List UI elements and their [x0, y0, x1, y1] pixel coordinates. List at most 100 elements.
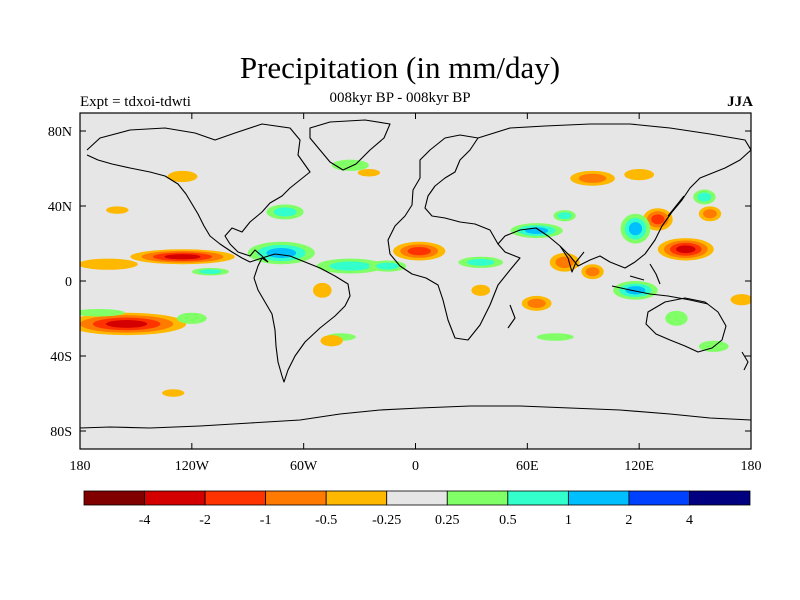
tropical-pacific-wet-level-1	[199, 269, 222, 274]
east-africa-wet	[458, 256, 504, 268]
map-background	[80, 113, 751, 449]
lat-tick-label: 80S	[50, 425, 72, 440]
colorbar-swatch	[628, 490, 690, 506]
tibet-wet-level-1	[557, 212, 572, 220]
central-africa-south-dry-level-0	[471, 284, 491, 296]
kuroshio-dry-level-1	[703, 209, 717, 219]
northwest-pacific-wet	[693, 189, 716, 205]
south-pacific-dry	[80, 312, 187, 336]
experiment-label: Expt = tdxoi-tdwti	[80, 94, 191, 110]
west-africa-dry-level-2	[407, 246, 431, 256]
south-america-east-dry	[320, 335, 343, 347]
northwest-pacific-wet-level-1	[697, 192, 712, 202]
greenland-wet-level-0	[331, 159, 369, 171]
bay-of-bengal-dry	[581, 264, 604, 280]
south-pacific-wet-edge-level-0	[80, 309, 125, 317]
kuroshio-dry	[698, 206, 722, 222]
greenland-wet	[331, 159, 369, 171]
northern-asia-dry	[570, 170, 615, 186]
australia-east-wet	[665, 310, 688, 326]
lat-tick-label: 0	[65, 275, 72, 290]
siberia-dry	[624, 169, 655, 181]
pacific-dry-north-level-0	[106, 206, 129, 214]
colorbar-swatch	[144, 490, 206, 506]
central-pacific-dry-band	[80, 258, 138, 270]
antarctica-coast	[80, 405, 751, 429]
maritime-continent-coast	[611, 263, 709, 305]
south-pacific-wet-edge	[80, 309, 125, 317]
alaska-dry	[167, 170, 198, 183]
alaska-dry-level-0	[167, 170, 198, 183]
europe-africa-coast	[387, 134, 521, 341]
australia-coast	[645, 297, 727, 353]
axis-ticks: 180 120W 60W 0 60E 120E 180 80N 40N 0 40S 80S	[48, 113, 762, 474]
lon-tick-label: 60E	[516, 459, 539, 474]
west-pacific-south-dry	[730, 294, 751, 306]
lon-tick-label: 120W	[175, 459, 210, 474]
indian-ocean-south-dry	[521, 295, 552, 311]
india-dry	[549, 253, 580, 272]
colorbar-label: -1	[260, 513, 272, 528]
atlantic-itcz-wet-level-1	[329, 261, 371, 271]
colorbar-swatch	[507, 490, 569, 506]
australia-east-wet-level-0	[665, 310, 688, 326]
colorbar-label: 0.25	[435, 513, 460, 528]
bay-of-bengal-dry-level-1	[585, 267, 600, 277]
colorbar-label: 0.5	[499, 513, 517, 528]
lon-tick-label: 120E	[624, 459, 654, 474]
madagascar-coast	[507, 304, 516, 329]
maritime-continent-wet-level-2	[625, 286, 646, 295]
eastern-north-america-wet-level-1	[273, 207, 297, 217]
central-pacific-dry-band-level-0	[80, 258, 138, 270]
atlantic-itcz-wet-2-level-1	[376, 262, 400, 270]
southern-ocean-dry	[162, 389, 185, 397]
colorbar-swatch	[265, 490, 327, 506]
west-pacific-south-dry-level-0	[730, 294, 751, 306]
anomaly-layer	[80, 159, 751, 397]
india-dry-level-1	[555, 256, 574, 269]
east-pacific-itcz-dry	[130, 249, 235, 265]
south-indian-wet-level-0	[536, 333, 574, 341]
colorbar-label: 1	[565, 513, 572, 528]
india-coast	[559, 245, 585, 273]
season-label: JJA	[727, 94, 753, 110]
colorbar-label: -2	[199, 513, 211, 528]
colorbar-swatch	[386, 490, 448, 506]
west-africa-dry	[393, 241, 446, 261]
siberia-dry-level-0	[624, 169, 655, 181]
central-africa-south-dry	[471, 284, 491, 296]
north-america-coast	[86, 123, 311, 263]
south-pacific-dry-level-3	[105, 320, 148, 328]
lon-tick-label: 60W	[290, 459, 318, 474]
tropical-pacific-wet	[191, 267, 230, 276]
south-indian-wet	[536, 333, 574, 341]
chart-subtitle: 008kyr BP - 008kyr BP	[329, 90, 471, 106]
south-east-pacific-wet-level-0	[176, 312, 207, 324]
north-atlantic-dry	[357, 169, 381, 177]
south-america-coast	[253, 253, 351, 383]
coastline-layer	[80, 119, 751, 429]
colorbar-swatch	[204, 490, 267, 506]
lat-tick-label: 80N	[48, 125, 72, 140]
east-africa-wet-level-1	[466, 258, 495, 266]
brazil-dry-level-0	[312, 282, 332, 298]
colorbar-swatch	[446, 490, 509, 506]
west-pacific-dry	[657, 238, 714, 261]
south-east-pacific-wet	[176, 312, 207, 324]
new-zealand-coast	[741, 351, 749, 371]
lon-tick-label: 0	[412, 459, 419, 474]
maritime-continent-wet	[613, 281, 658, 300]
colorbar-swatch	[689, 490, 751, 506]
colorbar-label: -0.25	[372, 513, 401, 528]
colorbar-label: 4	[686, 513, 693, 528]
atlantic-itcz-wet	[316, 258, 384, 274]
lat-tick-label: 40N	[48, 200, 72, 215]
south-america-east-dry-level-0	[320, 335, 343, 347]
north-atlantic-dry-level-0	[357, 169, 381, 177]
chart-title: Precipitation (in mm/day)	[239, 50, 561, 85]
japan-coast	[667, 195, 685, 217]
east-pacific-itcz-dry-level-3	[164, 254, 201, 260]
colorbar-swatch	[567, 490, 630, 506]
colorbar-swatch	[325, 490, 388, 506]
